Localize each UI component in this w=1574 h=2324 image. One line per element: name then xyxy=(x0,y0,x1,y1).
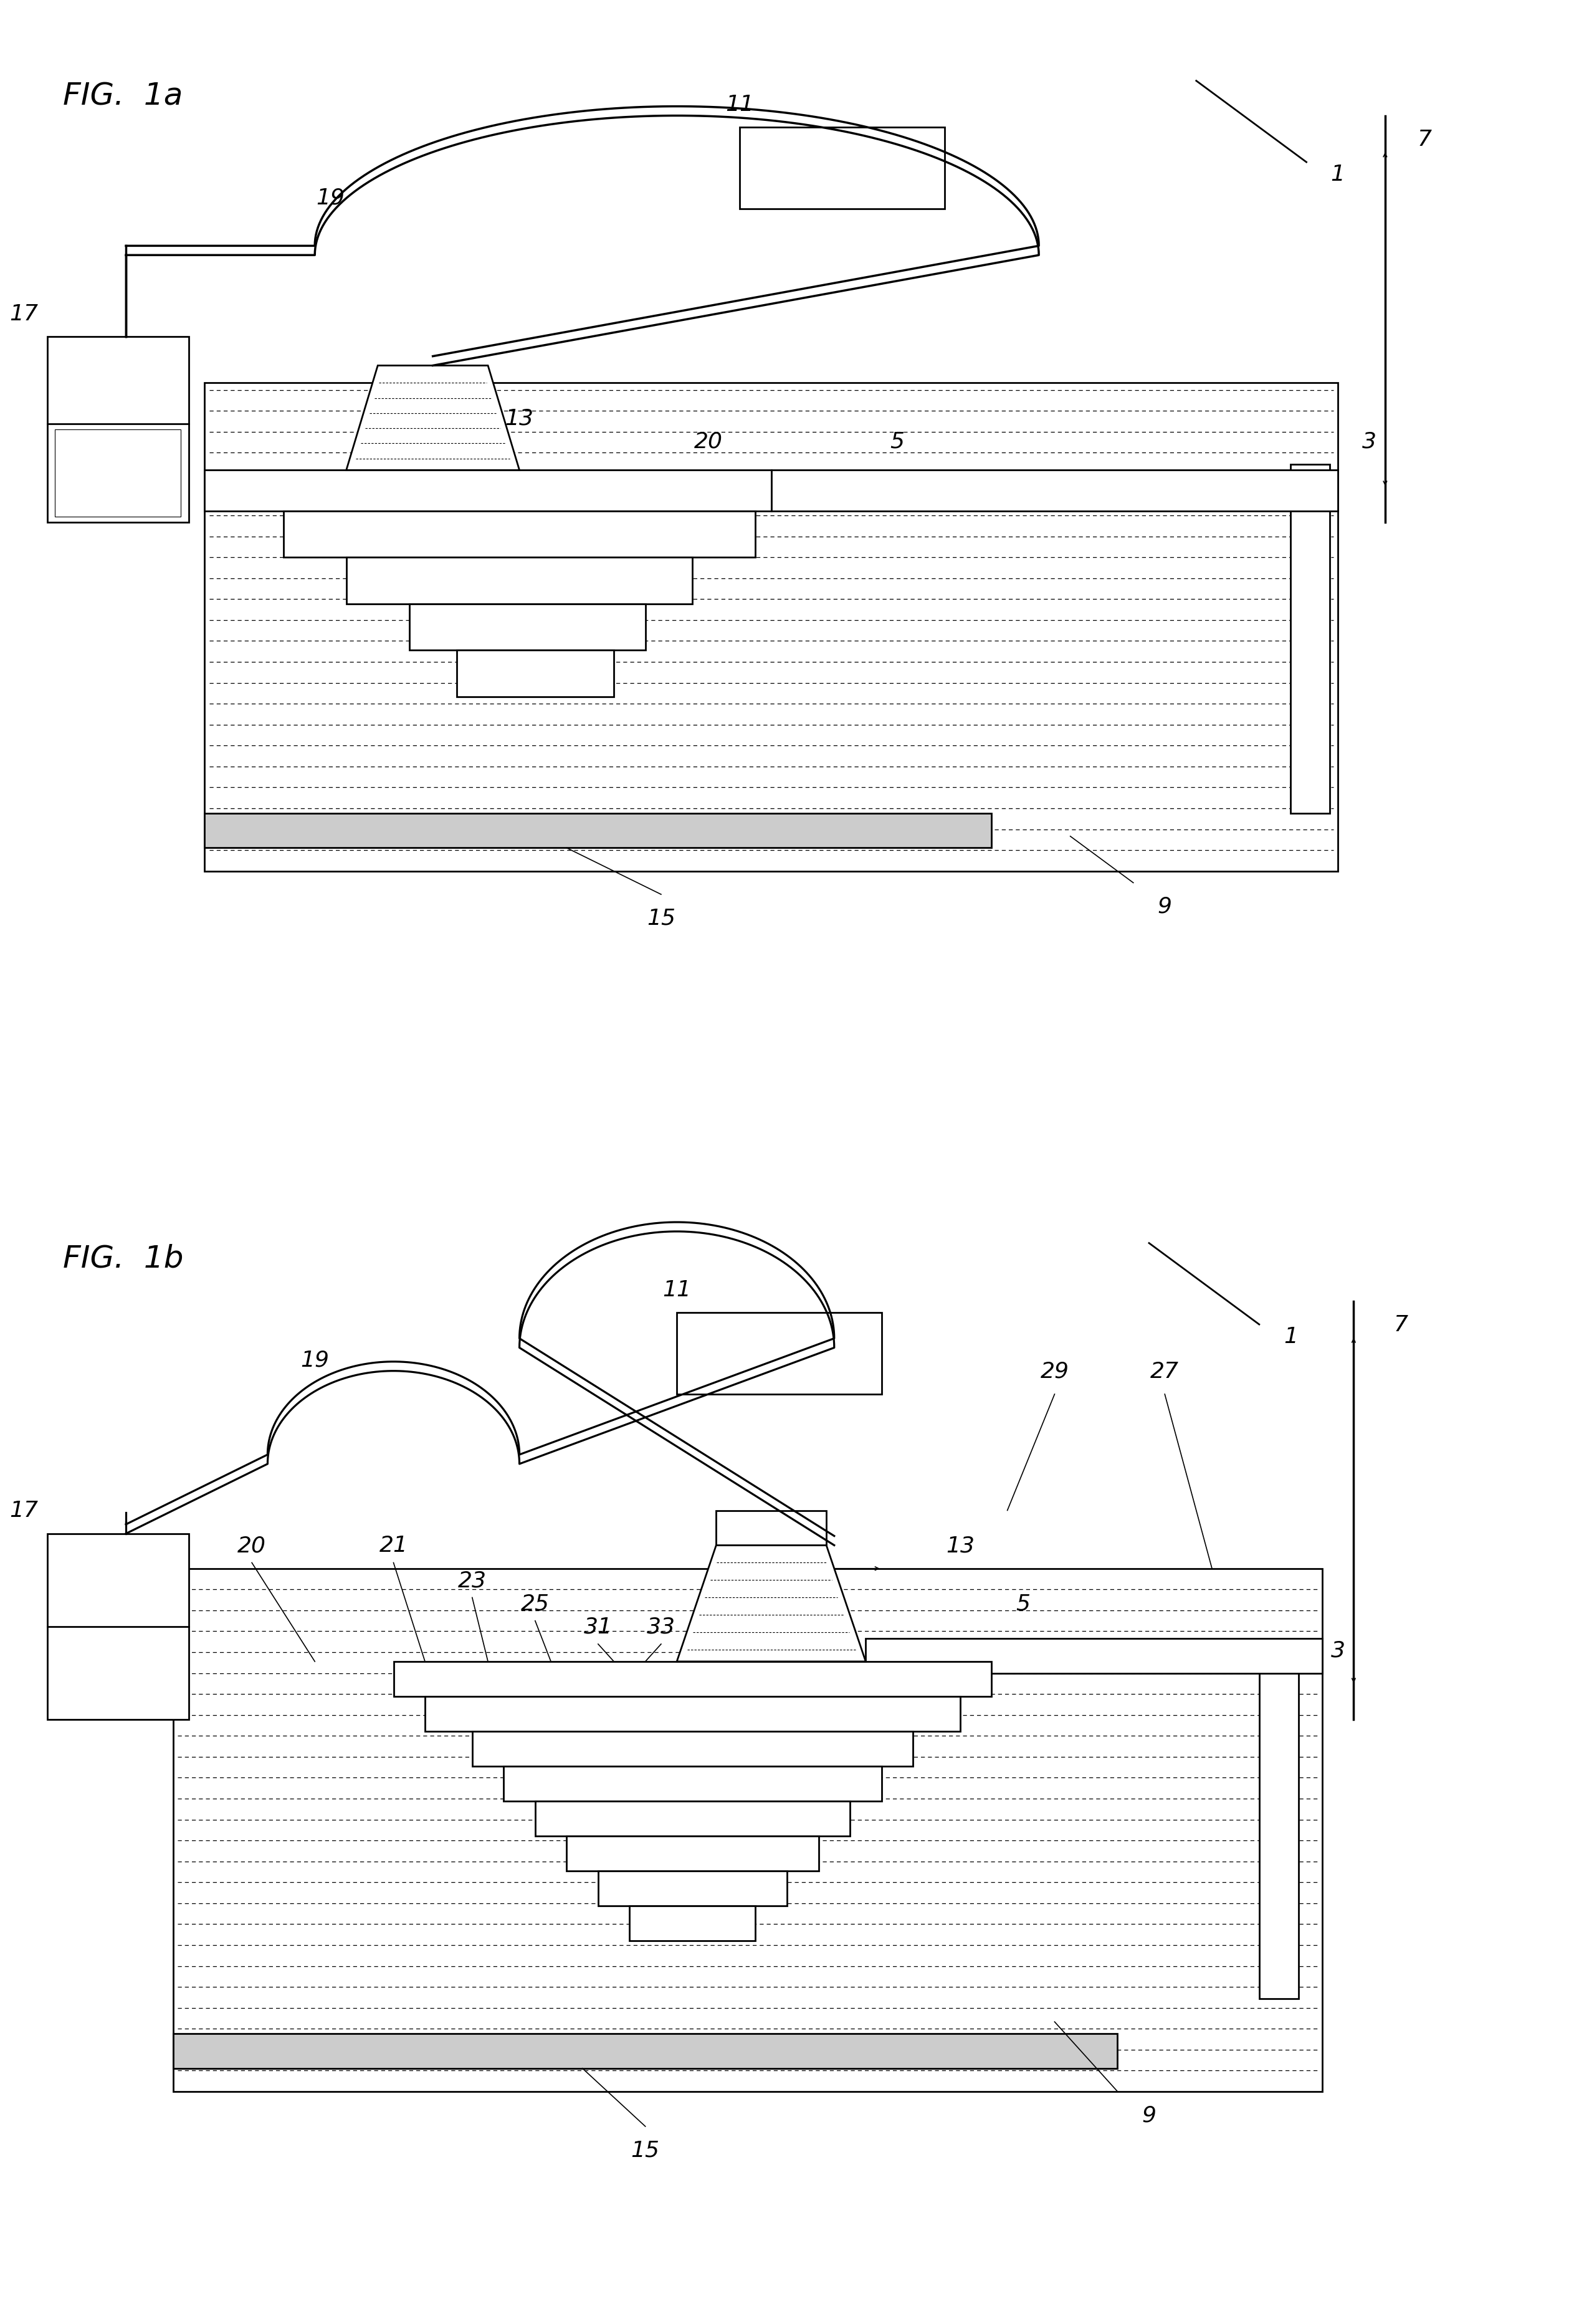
Text: 9: 9 xyxy=(1141,2103,1157,2126)
Text: 25: 25 xyxy=(521,1592,549,1615)
Bar xyxy=(771,469,1338,511)
Text: 1: 1 xyxy=(1283,1325,1299,1348)
Bar xyxy=(205,383,1338,872)
Text: 31: 31 xyxy=(584,1615,612,1638)
Text: 11: 11 xyxy=(726,93,754,116)
Bar xyxy=(55,430,181,516)
Text: 21: 21 xyxy=(379,1534,408,1557)
Polygon shape xyxy=(346,365,519,469)
Text: 17: 17 xyxy=(9,1499,38,1522)
Text: FIG.  1a: FIG. 1a xyxy=(63,81,183,112)
Text: 23: 23 xyxy=(458,1569,486,1592)
Bar xyxy=(740,128,944,209)
Bar xyxy=(173,2034,1118,2068)
Text: 19: 19 xyxy=(301,1348,329,1371)
Bar xyxy=(716,1511,826,1545)
Bar xyxy=(456,651,614,697)
Text: 29: 29 xyxy=(1040,1360,1069,1383)
Bar xyxy=(55,430,181,516)
Text: 27: 27 xyxy=(1151,1360,1179,1383)
Bar xyxy=(598,1871,787,1906)
Bar xyxy=(1291,465,1330,813)
Text: 7: 7 xyxy=(1417,128,1432,151)
Bar xyxy=(205,469,771,511)
Bar xyxy=(535,1801,850,1836)
Text: 20: 20 xyxy=(238,1534,266,1557)
Bar xyxy=(866,1638,1322,1673)
Bar xyxy=(677,1313,881,1394)
Bar xyxy=(425,1697,960,1731)
Bar xyxy=(394,1662,992,1697)
Text: 3: 3 xyxy=(1362,430,1377,453)
Text: 7: 7 xyxy=(1393,1313,1409,1336)
Bar xyxy=(283,511,756,558)
Text: 5: 5 xyxy=(889,430,905,453)
Text: 19: 19 xyxy=(316,186,345,209)
Bar xyxy=(1259,1650,1299,1999)
Text: 13: 13 xyxy=(505,407,534,430)
Bar xyxy=(567,1836,818,1871)
Text: 17: 17 xyxy=(9,302,38,325)
Text: 15: 15 xyxy=(647,906,675,930)
Text: 9: 9 xyxy=(1157,895,1173,918)
Bar xyxy=(346,558,693,604)
Text: FIG.  1b: FIG. 1b xyxy=(63,1243,184,1274)
Bar xyxy=(472,1731,913,1766)
Text: 5: 5 xyxy=(1015,1592,1031,1615)
Bar xyxy=(173,1569,1322,2092)
Text: 11: 11 xyxy=(663,1278,691,1301)
Bar xyxy=(409,604,645,651)
Bar xyxy=(47,1534,189,1720)
Text: 15: 15 xyxy=(631,2138,660,2161)
Polygon shape xyxy=(677,1545,866,1662)
Text: 33: 33 xyxy=(647,1615,675,1638)
Text: 1: 1 xyxy=(1330,163,1346,186)
Bar xyxy=(630,1906,756,1941)
Bar xyxy=(205,813,992,848)
Text: 20: 20 xyxy=(694,430,722,453)
Text: 3: 3 xyxy=(1330,1638,1346,1662)
Bar xyxy=(504,1766,881,1801)
Bar xyxy=(47,337,189,523)
Text: 13: 13 xyxy=(946,1534,974,1557)
